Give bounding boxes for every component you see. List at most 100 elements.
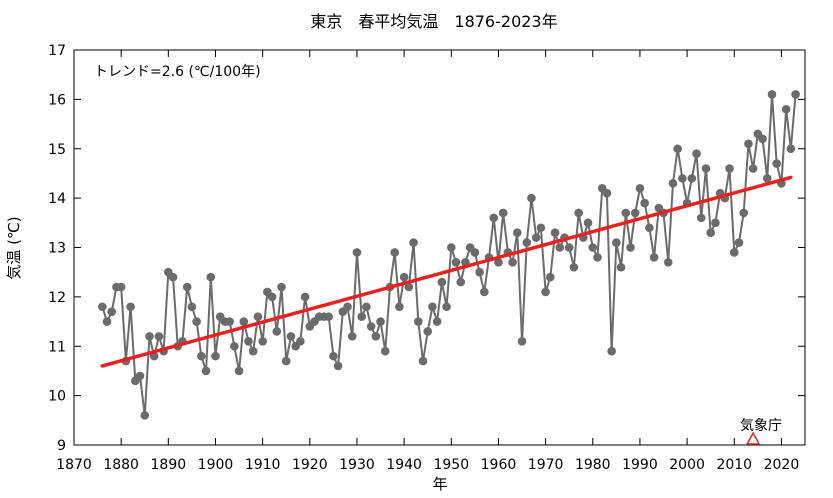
x-tick-label: 1950 [433,457,469,473]
data-point [513,228,522,237]
data-point [687,174,697,183]
data-point [116,282,126,292]
data-point [140,411,150,420]
data-point [97,302,107,312]
trend-line [100,175,793,368]
data-point [734,238,744,247]
data-point [272,327,282,336]
x-tick-label: 1930 [339,457,375,473]
data-point [498,208,508,218]
data-point [197,351,206,361]
data-point [206,272,216,282]
data-point [522,238,532,247]
data-point [277,282,286,292]
data-point [612,238,621,247]
data-point [446,243,456,252]
data-point [739,208,748,218]
data-point [456,277,466,287]
data-point [376,317,385,326]
trend-annotation: トレンド=2.6 (℃/100年) [94,64,261,80]
data-point [668,179,678,188]
series-line [101,93,797,417]
data-point [300,292,310,302]
data-point [541,287,550,297]
data-point [706,228,715,237]
data-point [145,332,154,341]
x-tick-label: 1990 [622,457,658,473]
data-point [588,243,598,252]
data-point [692,149,701,158]
data-point [574,208,583,218]
data-point [362,302,371,312]
data-point [649,253,659,262]
data-point [239,317,249,326]
data-point [640,198,649,208]
data-point [744,139,753,149]
y-tick-label: 10 [48,389,66,405]
data-point [267,292,277,302]
data-point [635,183,645,193]
x-tick-label: 2020 [764,457,800,473]
x-tick-label: 1890 [151,457,187,473]
x-tick-label: 1900 [198,457,234,473]
data-point [442,302,451,312]
data-point [248,346,258,356]
data-point [531,233,541,242]
data-point [437,277,447,287]
data-point [390,248,399,257]
data-point [602,188,612,198]
data-point [791,90,800,99]
data-point [593,253,602,262]
y-tick-label: 17 [48,43,66,59]
data-point [480,287,489,297]
data-point [347,332,357,341]
x-tick-label: 1980 [575,457,611,473]
data-point [696,213,706,223]
data-point [725,164,734,173]
data-point [546,272,555,282]
data-point [517,337,527,346]
data-point [729,248,739,257]
data-point [758,134,767,144]
data-point [324,312,333,321]
chart-title: 東京 春平均気温 1876-2023年 [310,12,557,31]
data-series [97,90,800,420]
x-tick-label: 2010 [716,457,752,473]
y-axis-label: 気温 (℃) [5,216,23,279]
data-point [555,243,565,252]
y-axis-ticks: 9 10 11 12 13 14 15 16 17 [48,43,805,454]
data-point [711,218,720,228]
data-point [470,248,480,257]
data-point [569,262,579,272]
data-point [107,307,117,316]
x-tick-label: 1880 [103,457,139,473]
data-point [536,223,546,233]
data-point [475,267,484,277]
data-point [244,337,253,346]
data-point [201,366,211,376]
y-tick-label: 14 [48,191,66,207]
data-point [451,258,461,267]
plot-frame [73,49,806,446]
data-point [489,213,499,223]
data-point [343,302,352,312]
data-point [413,317,423,326]
source-label: 気象庁 [740,418,782,434]
data-point [432,317,442,326]
data-point [418,356,428,366]
data-point [786,144,796,154]
source-triangle-icon [745,431,761,445]
y-tick-label: 16 [48,92,66,108]
data-point [583,218,593,228]
data-point [762,174,772,183]
x-tick-label: 1910 [245,457,281,473]
data-point [748,164,758,173]
x-tick-label: 1970 [528,457,564,473]
data-point [258,337,267,346]
data-point [234,366,244,376]
data-point [357,312,366,321]
data-point [772,159,782,168]
y-tick-label: 12 [48,290,66,306]
data-point [380,346,390,356]
